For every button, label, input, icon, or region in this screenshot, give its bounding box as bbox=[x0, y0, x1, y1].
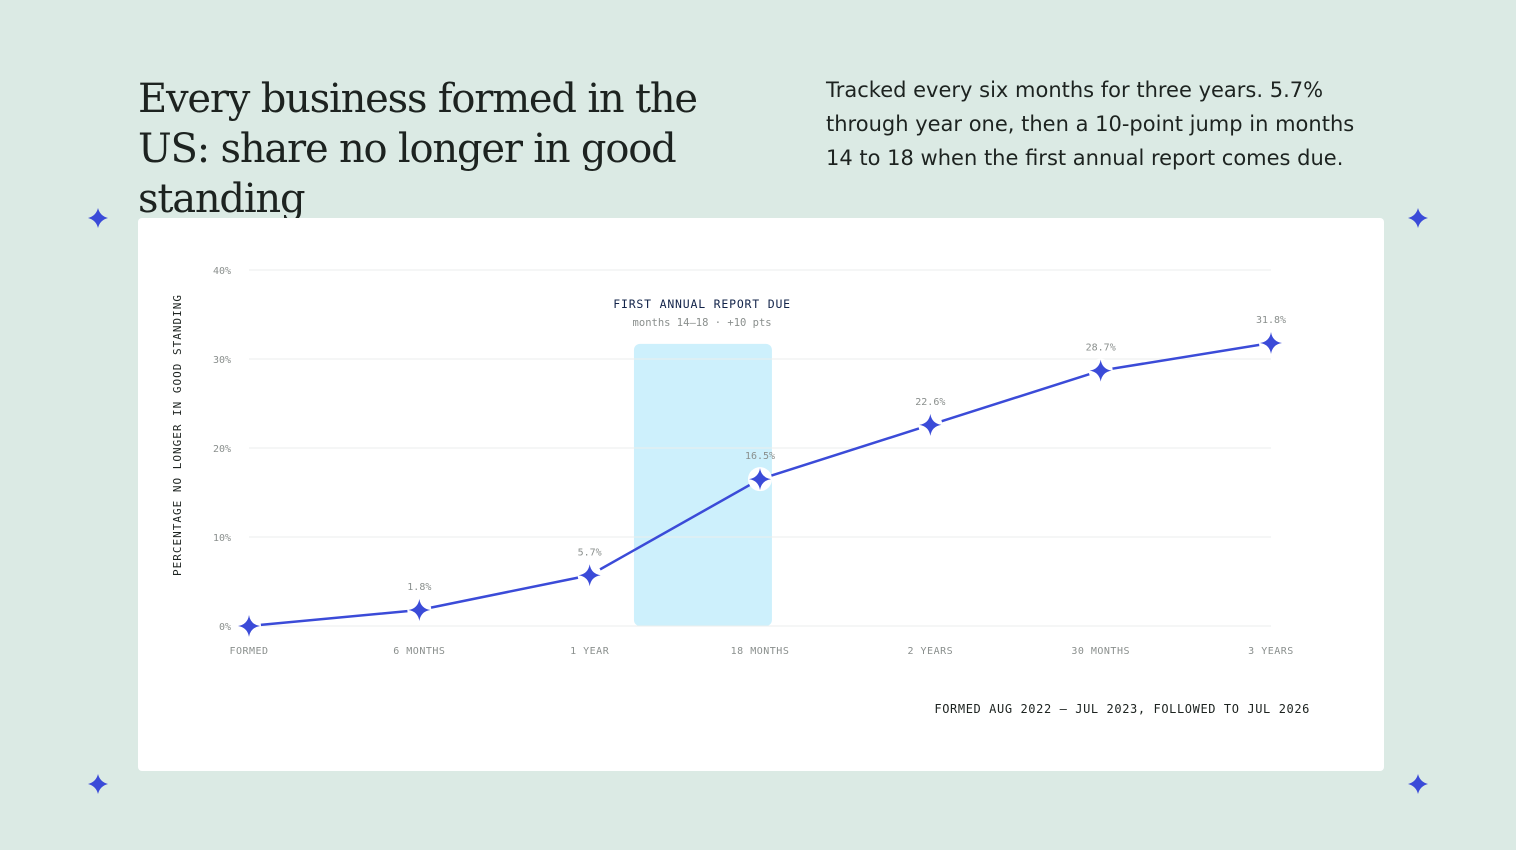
chart-subtitle: Tracked every six months for three years… bbox=[826, 78, 1355, 170]
x-tick-label: 18 MONTHS bbox=[731, 646, 790, 657]
x-tick-label: FORMED bbox=[229, 646, 268, 657]
y-axis-label: PERCENTAGE NO LONGER IN GOOD STANDING bbox=[171, 294, 184, 576]
marker bbox=[408, 598, 431, 621]
x-tick-label: 2 YEARS bbox=[908, 646, 954, 657]
data-label: 31.8% bbox=[1256, 315, 1286, 326]
chart-title: Every business formed in the US: share n… bbox=[138, 76, 698, 222]
data-label: 5.7% bbox=[578, 547, 602, 558]
corner-stars bbox=[88, 208, 1428, 794]
star bbox=[88, 208, 108, 228]
y-tick-label: 30% bbox=[213, 355, 231, 366]
x-tick-label: 6 MONTHS bbox=[393, 646, 445, 657]
x-tick-label: 30 MONTHS bbox=[1071, 646, 1130, 657]
star bbox=[1408, 774, 1428, 794]
marker bbox=[1089, 359, 1112, 382]
y-tick-label: 10% bbox=[213, 533, 231, 544]
star bbox=[88, 774, 108, 794]
highlight-band bbox=[633, 343, 772, 626]
y-tick-label: 20% bbox=[213, 444, 231, 455]
y-tick-label: 40% bbox=[213, 266, 231, 277]
marker bbox=[919, 413, 942, 436]
data-label: 1.8% bbox=[407, 582, 431, 593]
data-label: 16.5% bbox=[745, 451, 775, 462]
marker bbox=[578, 564, 601, 587]
x-tick-label: 1 YEAR bbox=[570, 646, 610, 657]
annotation-text: months 14–18 · +10 pts bbox=[633, 317, 772, 329]
star bbox=[1408, 208, 1428, 228]
data-label: 28.7% bbox=[1086, 343, 1116, 354]
footnote: FORMED AUG 2022 – JUL 2023, FOLLOWED TO … bbox=[934, 702, 1310, 716]
marker bbox=[1260, 331, 1282, 354]
data-label: 22.6% bbox=[915, 397, 945, 408]
marker bbox=[238, 615, 260, 637]
x-tick-label: 3 YEARS bbox=[1248, 646, 1294, 657]
y-tick-label: 0% bbox=[219, 622, 231, 633]
marker bbox=[749, 468, 771, 491]
annotation-title: FIRST ANNUAL REPORT DUE bbox=[613, 297, 791, 311]
